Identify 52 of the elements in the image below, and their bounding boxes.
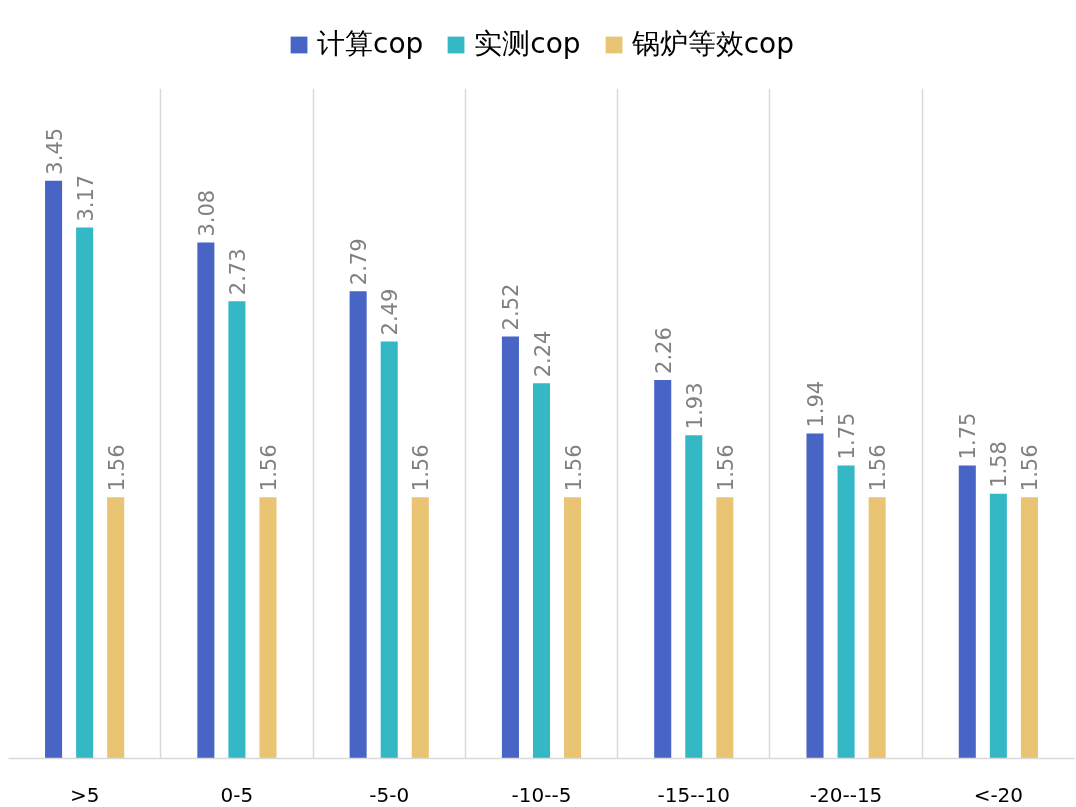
bar	[958, 465, 976, 759]
legend-label: 实测cop	[474, 26, 581, 62]
x-tick-label: -15--10	[657, 782, 731, 807]
legend-label: 锅炉等效cop	[631, 26, 794, 62]
x-tick-label: <-20	[973, 782, 1024, 807]
data-label: 1.93	[682, 382, 707, 430]
bar	[411, 497, 429, 759]
data-label: 1.56	[866, 444, 891, 492]
legend-label: 计算cop	[317, 26, 424, 62]
data-label: 1.56	[256, 444, 281, 492]
bar	[259, 497, 277, 759]
bar	[1020, 497, 1038, 759]
data-label: 1.56	[561, 444, 586, 492]
x-tick-label: >5	[69, 782, 100, 807]
data-label: 2.73	[225, 248, 250, 296]
bar	[868, 497, 886, 759]
data-label: 2.79	[347, 238, 372, 286]
bar	[501, 336, 519, 759]
bar	[685, 435, 703, 759]
data-label: 1.56	[1018, 444, 1043, 492]
x-tick-label: -5-0	[369, 782, 410, 807]
data-label: 3.17	[73, 174, 98, 222]
bar	[380, 341, 398, 759]
bar	[532, 383, 551, 759]
data-label: 1.75	[835, 412, 860, 460]
data-label: 2.26	[651, 327, 676, 374]
bar	[716, 497, 734, 759]
data-label: 2.49	[378, 288, 403, 336]
x-tick-label: -10--5	[511, 782, 572, 807]
data-label: 2.24	[530, 330, 555, 378]
bar	[76, 227, 94, 759]
data-label: 1.56	[713, 444, 738, 492]
bar	[654, 379, 672, 759]
bar	[564, 497, 582, 759]
data-label: 1.58	[987, 441, 1012, 488]
bar	[107, 497, 125, 759]
data-label: 1.94	[804, 380, 829, 428]
bar	[45, 180, 63, 759]
x-tick-label: -20--15	[809, 782, 883, 807]
bar	[197, 242, 215, 759]
data-label: 1.75	[956, 412, 981, 460]
x-tick-label: 0-5	[220, 782, 254, 807]
bar	[806, 433, 824, 759]
bar	[349, 291, 367, 759]
data-label: 1.56	[104, 444, 129, 492]
data-label: 3.45	[42, 127, 67, 175]
bar	[228, 301, 246, 759]
data-label: 2.52	[499, 283, 524, 331]
data-label: 1.56	[409, 444, 434, 492]
bar	[989, 493, 1007, 759]
bar	[837, 465, 855, 759]
data-label: 3.08	[194, 189, 219, 237]
